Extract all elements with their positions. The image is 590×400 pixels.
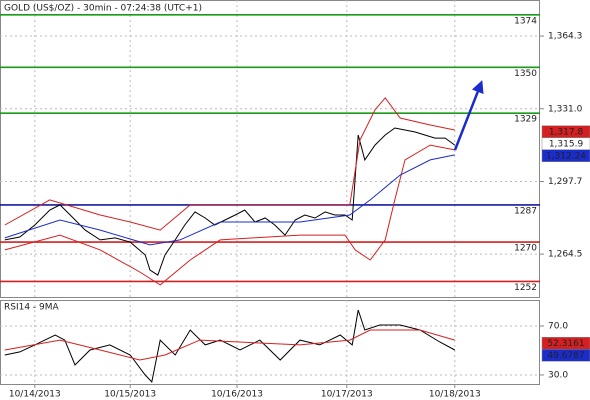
price-panel-frame [0, 0, 540, 298]
x-tick-label: 10/17/2013 [321, 390, 373, 400]
price-badge [541, 149, 590, 162]
forecast-arrow [453, 80, 484, 151]
chart-title: GOLD (US$/OZ) - 30min - 07:24:38 (UTC+1) [4, 4, 202, 14]
series-line [4, 97, 455, 231]
rsi-title: RSI14 - 9MA [4, 303, 60, 313]
series-line [4, 127, 456, 276]
y-tick-label: 1,264.5 [548, 250, 582, 260]
price-badge-label: 1,312.24 [546, 152, 586, 162]
level-label: 1374 [514, 16, 537, 26]
price-badge [541, 348, 590, 362]
y-tick-label: 1,364.3 [548, 32, 582, 42]
series-line [4, 144, 455, 286]
price-badge-label: 1,315.9 [549, 140, 584, 150]
level-label: 1350 [514, 69, 537, 79]
price-badge-label: 1,317.8 [549, 128, 584, 138]
level-label: 1287 [514, 206, 537, 216]
level-label: 1329 [514, 115, 537, 125]
x-tick-label: 10/14/2013 [9, 390, 61, 400]
price-badge-label: 49.6787 [547, 351, 584, 361]
price-badge-label: 52.3161 [547, 339, 584, 349]
series-line [4, 329, 455, 361]
level-label: 1252 [514, 283, 537, 293]
rsi-panel-frame [0, 300, 540, 385]
level-label: 1270 [514, 244, 537, 254]
y-tick-label: 30.0 [548, 370, 568, 380]
x-tick-label: 10/18/2013 [429, 390, 481, 400]
series-line [4, 154, 455, 246]
x-tick-label: 10/16/2013 [211, 390, 263, 400]
y-tick-label: 1,297.7 [548, 177, 582, 187]
x-tick-label: 10/15/2013 [104, 390, 156, 400]
y-tick-label: 70.0 [548, 321, 568, 331]
series-line [4, 309, 456, 383]
y-tick-label: 1,331.0 [548, 104, 583, 114]
